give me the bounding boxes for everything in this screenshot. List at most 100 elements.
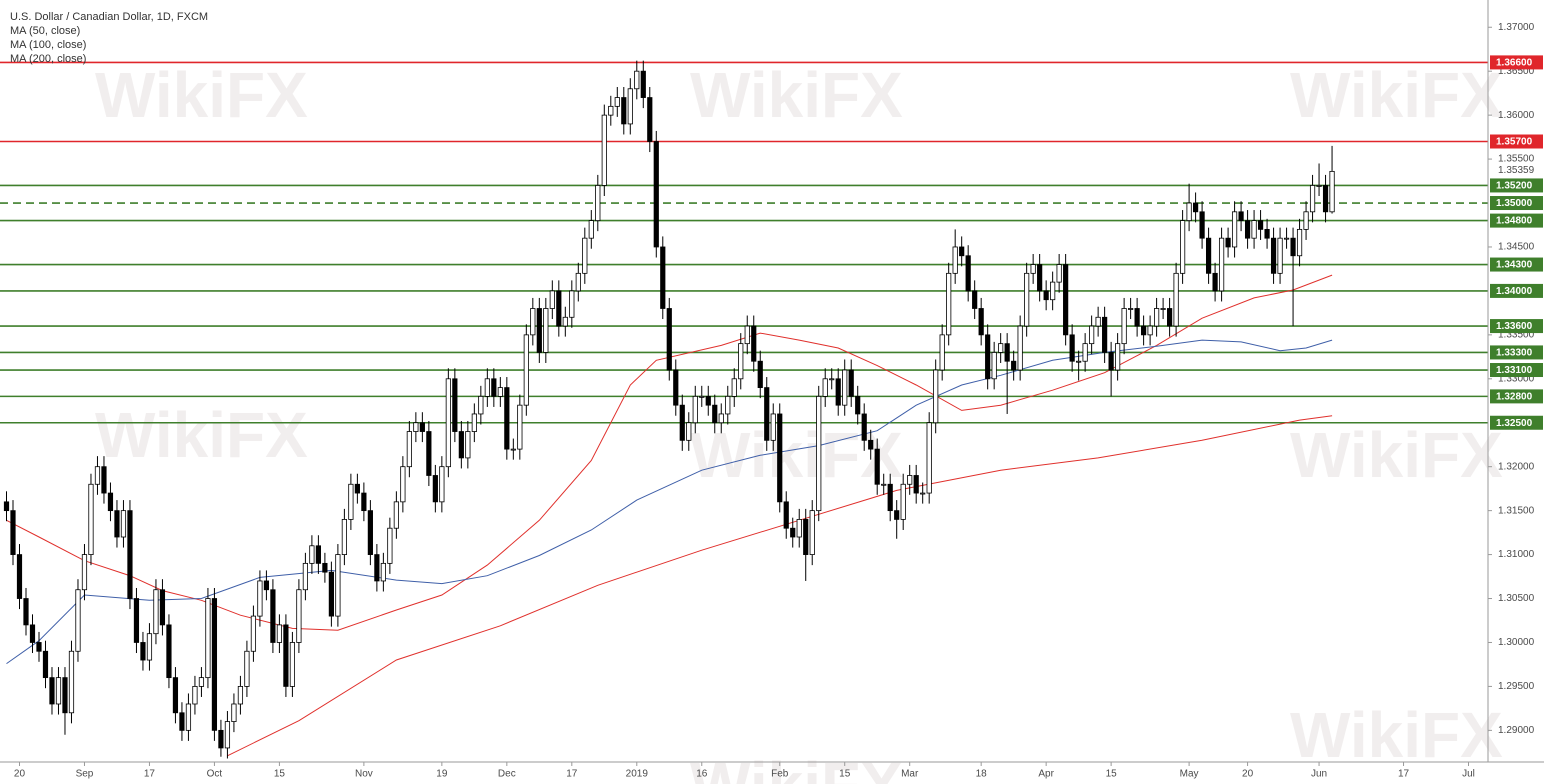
candle-body — [1147, 325, 1153, 336]
candle-body — [1283, 237, 1290, 240]
watermarks: WikiFX WikiFX WikiFX WikiFX WikiFX WikiFX Wiki… — [95, 59, 1503, 784]
candle-body — [146, 633, 153, 661]
level-label-box — [1490, 134, 1543, 149]
candle-body — [959, 246, 965, 257]
candle-body — [1180, 220, 1186, 274]
candle-body — [855, 395, 861, 415]
candle-body — [1154, 308, 1160, 327]
candle-body — [400, 466, 406, 503]
candle-body — [1186, 202, 1192, 222]
axes: 1.29000 1.29500 1.30000 1.30500 1.31000 1.315… — [14, 22, 1543, 780]
candle-body — [660, 246, 666, 309]
level-label-box — [1490, 178, 1543, 193]
level-label: 1.32800 — [1496, 392, 1533, 403]
watermark: WikiFX — [1290, 59, 1503, 131]
y-tick-label: 1.32000 — [1498, 461, 1535, 472]
level-label-box — [1490, 213, 1543, 228]
candle-body — [1329, 170, 1335, 213]
legend-entry: MA (50, close) — [10, 25, 80, 37]
candle-body — [81, 554, 88, 591]
candle-body — [952, 246, 958, 274]
legend-entry: MA (100, close) — [10, 39, 86, 51]
candle-body — [894, 510, 900, 520]
candle-body — [653, 141, 659, 248]
candle-body — [666, 308, 672, 371]
candle-body — [484, 378, 490, 397]
candle-body — [1231, 211, 1238, 248]
candle-body — [1011, 360, 1017, 371]
candle-body — [1030, 264, 1036, 274]
candle-body — [770, 413, 776, 441]
candle-body — [549, 290, 555, 309]
candle-body — [302, 562, 308, 591]
candle-body — [829, 378, 835, 381]
candle-body — [283, 624, 289, 687]
candle-body — [1264, 228, 1270, 239]
candle-body — [497, 387, 503, 397]
candle-body — [738, 343, 744, 380]
candle-body — [640, 70, 646, 98]
level-label: 1.33600 — [1496, 321, 1533, 332]
candle-body — [803, 519, 809, 555]
candle-body — [679, 404, 685, 441]
level-label: 1.34300 — [1496, 260, 1533, 271]
candle-body — [452, 378, 458, 432]
candle-body — [998, 343, 1004, 353]
candle-body — [1244, 220, 1251, 239]
candle-body — [1173, 272, 1179, 327]
candle-body — [1251, 220, 1257, 239]
y-tick-label: 1.29500 — [1498, 681, 1535, 692]
candle-body — [744, 325, 750, 345]
candle-body — [1128, 308, 1134, 310]
candle-body — [673, 369, 679, 406]
candle-body — [978, 308, 984, 336]
x-tick-label: Dec — [498, 769, 516, 780]
candle-body — [107, 492, 114, 512]
candle-body — [471, 413, 477, 432]
candle-body — [868, 439, 874, 450]
candle-body — [322, 562, 328, 573]
candle-body — [179, 712, 185, 731]
x-tick-label: Apr — [1038, 769, 1054, 780]
y-tick-label: 1.33000 — [1498, 373, 1535, 384]
y-tick-label: 1.33500 — [1498, 329, 1535, 340]
candle-body — [1277, 237, 1283, 274]
candle-body — [367, 510, 373, 555]
candle-body — [94, 466, 101, 485]
candle-body — [1303, 211, 1309, 230]
candle-body — [166, 624, 172, 679]
level-label: 1.32500 — [1496, 418, 1533, 429]
candle-body — [1167, 308, 1173, 327]
candle-body — [1004, 343, 1010, 362]
candle-body — [816, 395, 822, 512]
candle-body — [439, 466, 445, 503]
candle-body — [1218, 237, 1225, 292]
candle-body — [458, 431, 464, 459]
candle-body — [419, 422, 425, 432]
watermark: WikiFX — [1290, 699, 1503, 771]
candle-body — [569, 290, 575, 318]
candle-body — [1102, 316, 1108, 353]
candle-body — [224, 721, 231, 749]
candle-body — [725, 395, 731, 415]
candle-body — [289, 642, 296, 687]
candle-body — [920, 492, 926, 495]
candle-body — [933, 369, 939, 424]
candle-body — [1316, 185, 1322, 187]
candle-body — [1043, 290, 1049, 301]
candle-body — [1069, 334, 1075, 362]
level-label-box — [1490, 55, 1543, 70]
candle-body — [907, 475, 913, 485]
candle-body — [946, 272, 952, 336]
candle-body — [426, 431, 432, 476]
candle-body — [1160, 308, 1166, 310]
candle-body — [835, 378, 841, 406]
candle-body — [562, 316, 568, 327]
candle-body — [114, 510, 120, 538]
x-tick-label: 15 — [839, 769, 851, 780]
watermark: WikiFX — [1290, 419, 1503, 491]
candle-body — [75, 589, 81, 652]
candle-body — [393, 501, 399, 529]
level-label-box — [1490, 345, 1543, 360]
candle-body — [790, 527, 796, 538]
